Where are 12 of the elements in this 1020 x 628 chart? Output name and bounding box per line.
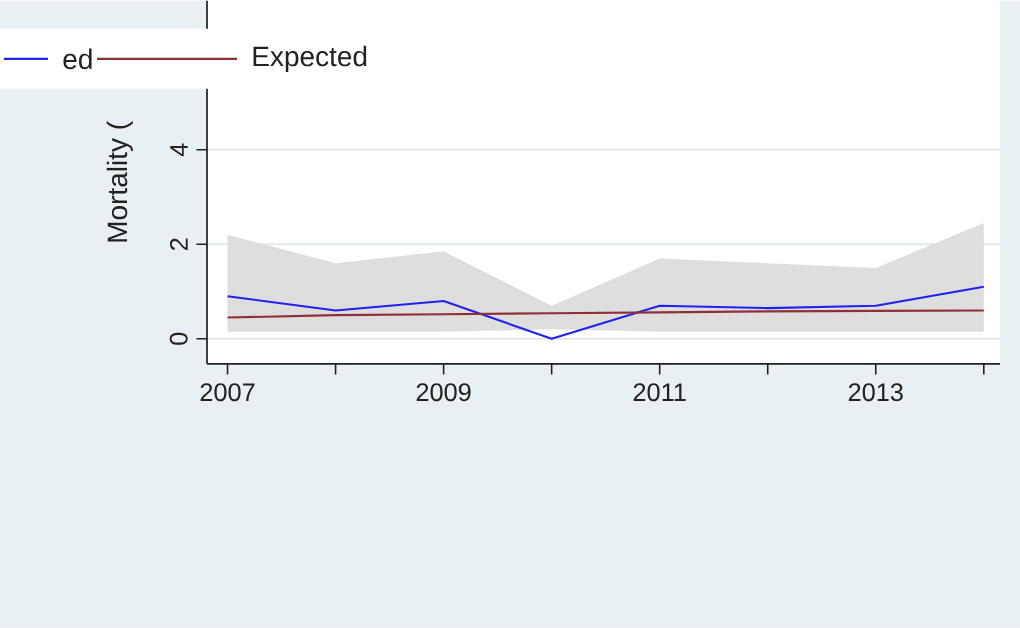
y-axis-title: Mortality ( (106, 121, 133, 242)
x-tick-label: 2007 (200, 383, 255, 402)
legend-label: Expected (253, 45, 367, 72)
line-series (226, 309, 985, 319)
y-tick-label: 0 (169, 332, 188, 345)
x-tick-label: 2011 (633, 383, 686, 402)
x-tick-label: 2009 (416, 383, 471, 402)
line-series (226, 285, 985, 340)
y-tick-label: 4 (170, 143, 188, 157)
legend-label: ed (63, 48, 92, 70)
x-tick-label: 2013 (848, 383, 903, 402)
y-tick-label: 2 (169, 238, 188, 251)
